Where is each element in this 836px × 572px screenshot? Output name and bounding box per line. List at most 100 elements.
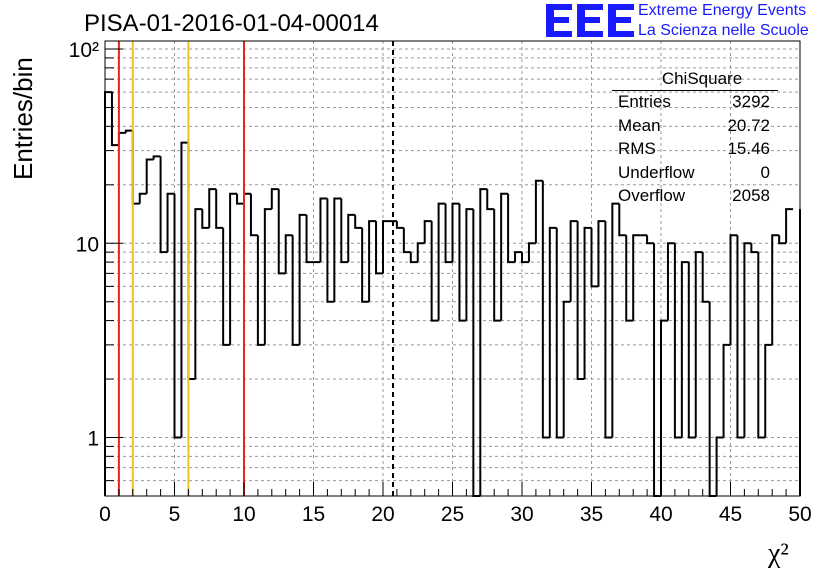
x-tick-label: 0 — [99, 503, 111, 526]
histogram-bin — [416, 242, 425, 263]
histogram-bin — [548, 226, 557, 438]
stats-value: 20.72 — [727, 115, 770, 135]
histogram-bin — [521, 252, 529, 264]
histogram-bin — [173, 193, 182, 439]
histogram-bin — [319, 197, 328, 263]
histogram-bin — [680, 261, 689, 438]
x-tick-label: 40 — [649, 503, 672, 526]
histogram-bin — [145, 158, 154, 194]
histogram-bin — [430, 221, 439, 322]
histogram-bin — [673, 243, 682, 439]
histogram-bin — [256, 235, 265, 346]
histogram-bin — [124, 129, 133, 133]
histogram-bin — [194, 208, 203, 380]
histogram-bin — [757, 252, 766, 439]
logo-line-2: La Scienza nelle Scuole — [638, 22, 809, 39]
histogram-bin — [701, 252, 710, 303]
histogram-bin — [590, 227, 599, 288]
histogram-bin — [736, 235, 745, 439]
histogram-bin — [618, 203, 627, 237]
histogram-bin — [333, 197, 342, 302]
histogram-bin — [708, 301, 717, 497]
histogram-bin — [138, 192, 147, 204]
histogram-bin — [437, 202, 446, 321]
histogram-bin — [576, 221, 585, 381]
axes-layer: 0 5 10 15 20 25 30 35 40 45 50 1 10 10² — [69, 39, 812, 526]
histogram-bin — [611, 202, 620, 438]
histogram-bin — [569, 220, 578, 302]
histogram-bin — [409, 252, 418, 264]
histogram-bin — [277, 189, 286, 275]
histogram-bin — [201, 209, 210, 229]
histogram-bin — [104, 91, 112, 496]
histogram-bin — [451, 202, 460, 263]
histogram-bin — [368, 220, 377, 302]
stats-title: ChiSquare — [661, 69, 743, 88]
x-tick-label: 20 — [371, 503, 394, 526]
histogram-bin — [444, 203, 453, 264]
histogram-bin — [666, 242, 675, 321]
histogram-bin — [402, 227, 411, 254]
y-tick-label: 10² — [69, 39, 99, 62]
histogram-bin — [382, 220, 390, 274]
stats-box: ChiSquare Entries 3292 Mean 20.72 RMS 15… — [612, 68, 778, 208]
stats-row-overflow: Overflow 2058 — [612, 184, 778, 208]
logo-line-1: Extreme Energy Events — [638, 2, 807, 19]
stats-row-underflow: Underflow 0 — [612, 161, 778, 185]
histogram-bin — [729, 234, 738, 345]
histogram-bin — [236, 193, 244, 205]
histogram-bin — [222, 227, 231, 346]
stats-row-entries: Entries 3292 — [612, 90, 778, 114]
histogram-bin — [514, 251, 522, 263]
histogram-bin — [527, 242, 536, 263]
histogram-bin — [694, 251, 703, 438]
y-tick-label: 10 — [76, 233, 99, 256]
x-axis-label: χ² — [768, 538, 789, 569]
histogram-bin — [263, 208, 272, 345]
marker-lines-layer — [117, 41, 395, 496]
histogram-bin — [347, 213, 356, 263]
histogram-bin — [493, 209, 502, 322]
histogram-bin — [361, 227, 370, 303]
stats-value: 0 — [760, 162, 770, 182]
histogram-bin — [785, 208, 794, 244]
histogram-bin — [166, 192, 175, 253]
histogram-bin — [305, 214, 314, 264]
histogram-bin — [340, 198, 349, 264]
histogram-bin — [604, 221, 613, 439]
histogram-bin — [395, 221, 404, 229]
histogram-bin — [653, 243, 661, 497]
histogram-bin — [625, 235, 634, 322]
histogram-bin — [249, 193, 258, 237]
histogram-bin — [632, 234, 641, 321]
histogram-bin — [646, 235, 655, 245]
histogram-bin — [375, 221, 383, 275]
histogram-bin — [660, 319, 668, 496]
stats-row-rms: RMS 15.46 — [612, 137, 778, 161]
y-axis-label: Entries/bin — [8, 57, 38, 180]
stats-key: Underflow — [618, 162, 695, 182]
histogram-bin — [215, 189, 224, 229]
histogram-bin — [778, 235, 787, 245]
histogram-bin — [507, 193, 516, 264]
histogram-bin — [743, 242, 752, 438]
histogram-bin — [187, 142, 196, 381]
histogram-bin — [687, 262, 696, 439]
x-tick-label: 10 — [232, 503, 255, 526]
histogram-bin — [243, 192, 251, 204]
histogram-bin — [534, 179, 543, 244]
histogram-bin — [180, 141, 189, 438]
chart-title: PISA-01-2016-01-04-00014 — [84, 10, 379, 37]
histogram-bin — [326, 198, 335, 303]
histogram-bin — [750, 243, 759, 254]
histogram-bin — [715, 436, 724, 496]
stats-key: Entries — [618, 92, 671, 111]
histogram-bin — [423, 220, 432, 244]
histogram-bin — [555, 227, 564, 439]
x-tick-label: 15 — [302, 503, 325, 526]
stats-key: Mean — [618, 115, 661, 135]
histogram-bin — [284, 234, 293, 274]
histogram-bin — [291, 235, 300, 346]
x-tick-label: 35 — [580, 503, 603, 526]
